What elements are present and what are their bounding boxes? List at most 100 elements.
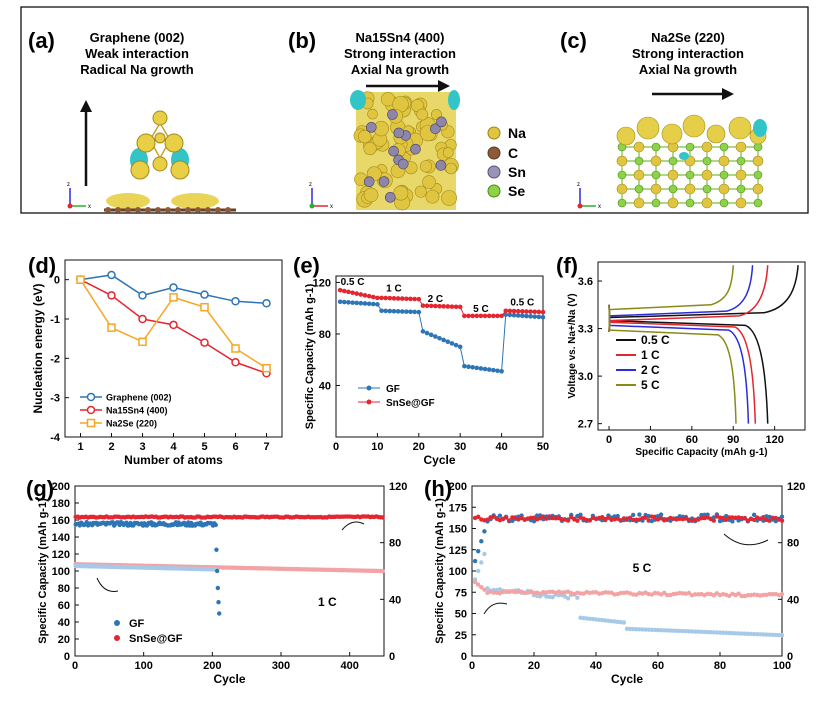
y2-tick-label: 40 (787, 594, 799, 606)
y-tick-label: 0 (64, 651, 70, 663)
x-tick-label: 4 (170, 441, 177, 453)
x-tick-label: 60 (652, 660, 664, 672)
x-tick-label: 20 (528, 660, 540, 672)
x-tick-label: 2 (108, 441, 114, 453)
y2-tick-label: 80 (389, 538, 401, 550)
capacity-gf-point (652, 627, 658, 633)
legend-label: 0.5 C (641, 333, 670, 347)
right-axis-arrow (341, 521, 365, 531)
x-tick-label: 5 (201, 441, 207, 453)
capacity-gf-point (637, 627, 642, 632)
x-tick-label: 100 (773, 660, 791, 672)
capacity-gf-point (550, 594, 555, 600)
panel-a-interaction: Weak interaction (85, 46, 189, 61)
y-axis-title: Voltage vs. Na+/Na (V) (567, 293, 578, 398)
y-tick-label: 75 (455, 587, 467, 599)
data-point (399, 309, 405, 314)
legend-marker (114, 635, 120, 641)
ce-gf-point (779, 514, 785, 519)
ce-gf-point (751, 512, 757, 518)
ce-snse-point (711, 518, 716, 523)
x-tick-label: 90 (727, 434, 739, 446)
x-tick-label: 7 (263, 441, 269, 453)
se-atom (685, 170, 695, 180)
data-point (370, 294, 376, 300)
capacity-gf-point (693, 629, 698, 634)
axis-triad-icon-c: z x (577, 182, 601, 210)
legend-sn-swatch (487, 165, 501, 179)
ce-snse-point (476, 514, 481, 520)
na-atom (633, 141, 645, 153)
rate-label: 0.5 C (510, 298, 534, 309)
data-point (231, 344, 240, 353)
capacity-snse-point (736, 591, 741, 596)
capacity-gf-point (680, 628, 685, 634)
x-tick-label: 3 (139, 441, 145, 453)
legend-marker (366, 385, 372, 391)
capacity-snse-point (767, 591, 772, 597)
legend-se-swatch (487, 184, 501, 198)
data-point (482, 366, 488, 372)
ce-gf-point (476, 548, 481, 554)
na-atom (650, 183, 662, 195)
charge-density (350, 90, 366, 110)
data-point (107, 291, 116, 300)
capacity-gf-point (662, 628, 667, 633)
capacity-snse-point (472, 579, 478, 585)
x-tick-label: 300 (272, 660, 290, 672)
capacity-gf-point (476, 568, 481, 574)
rate-label: 2 C (428, 294, 444, 305)
data-point (358, 300, 364, 306)
charge-curve (608, 265, 799, 332)
data-point (354, 291, 360, 296)
capacity-snse-point (491, 590, 496, 595)
data-point (76, 275, 85, 284)
data-point (412, 296, 417, 302)
data-point (262, 363, 271, 373)
legend-marker (86, 392, 96, 402)
capacity-snse-point (779, 591, 785, 597)
ce-snse-point (380, 515, 385, 520)
y-tick-label: 40 (58, 617, 70, 629)
na-atom (430, 109, 442, 120)
x-tick-label: 50 (537, 441, 549, 453)
y-axis-title: Nucleation energy (eV) (31, 283, 45, 413)
capacity-snse-point (770, 591, 775, 597)
svg-text:x: x (88, 204, 91, 210)
se-atom (719, 142, 729, 152)
data-point (528, 309, 533, 314)
y2-tick-label: 40 (389, 594, 401, 606)
data-point (379, 295, 384, 301)
data-point (470, 365, 475, 370)
data-point (478, 313, 484, 319)
data-point (138, 291, 147, 300)
na-atom (422, 175, 436, 189)
panel-letter: (g) (26, 476, 54, 501)
rate-annotation: 1 C (318, 595, 337, 609)
data-point (515, 313, 521, 318)
capacity-gf-point (702, 629, 707, 635)
capacity-gf-point (649, 627, 654, 633)
legend-se-label: Se (508, 183, 525, 199)
ce-gf-point (214, 547, 219, 552)
data-point (445, 339, 451, 344)
ce-gf-point (215, 585, 221, 591)
data-point (466, 364, 471, 370)
data-point (532, 309, 538, 315)
na-atom (419, 160, 433, 173)
legend-na-swatch (487, 126, 501, 140)
data-point (536, 314, 542, 320)
growth-arrow-up-head (80, 100, 92, 112)
capacity-gf-point (643, 627, 648, 632)
se-atom (651, 170, 661, 180)
y2-tick-label: 0 (787, 651, 793, 663)
svg-text:x: x (330, 204, 333, 210)
panel-b-letter: (b) (288, 28, 316, 53)
na-atom (682, 114, 706, 138)
data-point (536, 309, 542, 315)
na-atom (393, 185, 409, 201)
capacity-snse-point (761, 592, 766, 598)
data-point (540, 314, 546, 320)
data-point (341, 288, 347, 294)
data-point (399, 296, 405, 301)
